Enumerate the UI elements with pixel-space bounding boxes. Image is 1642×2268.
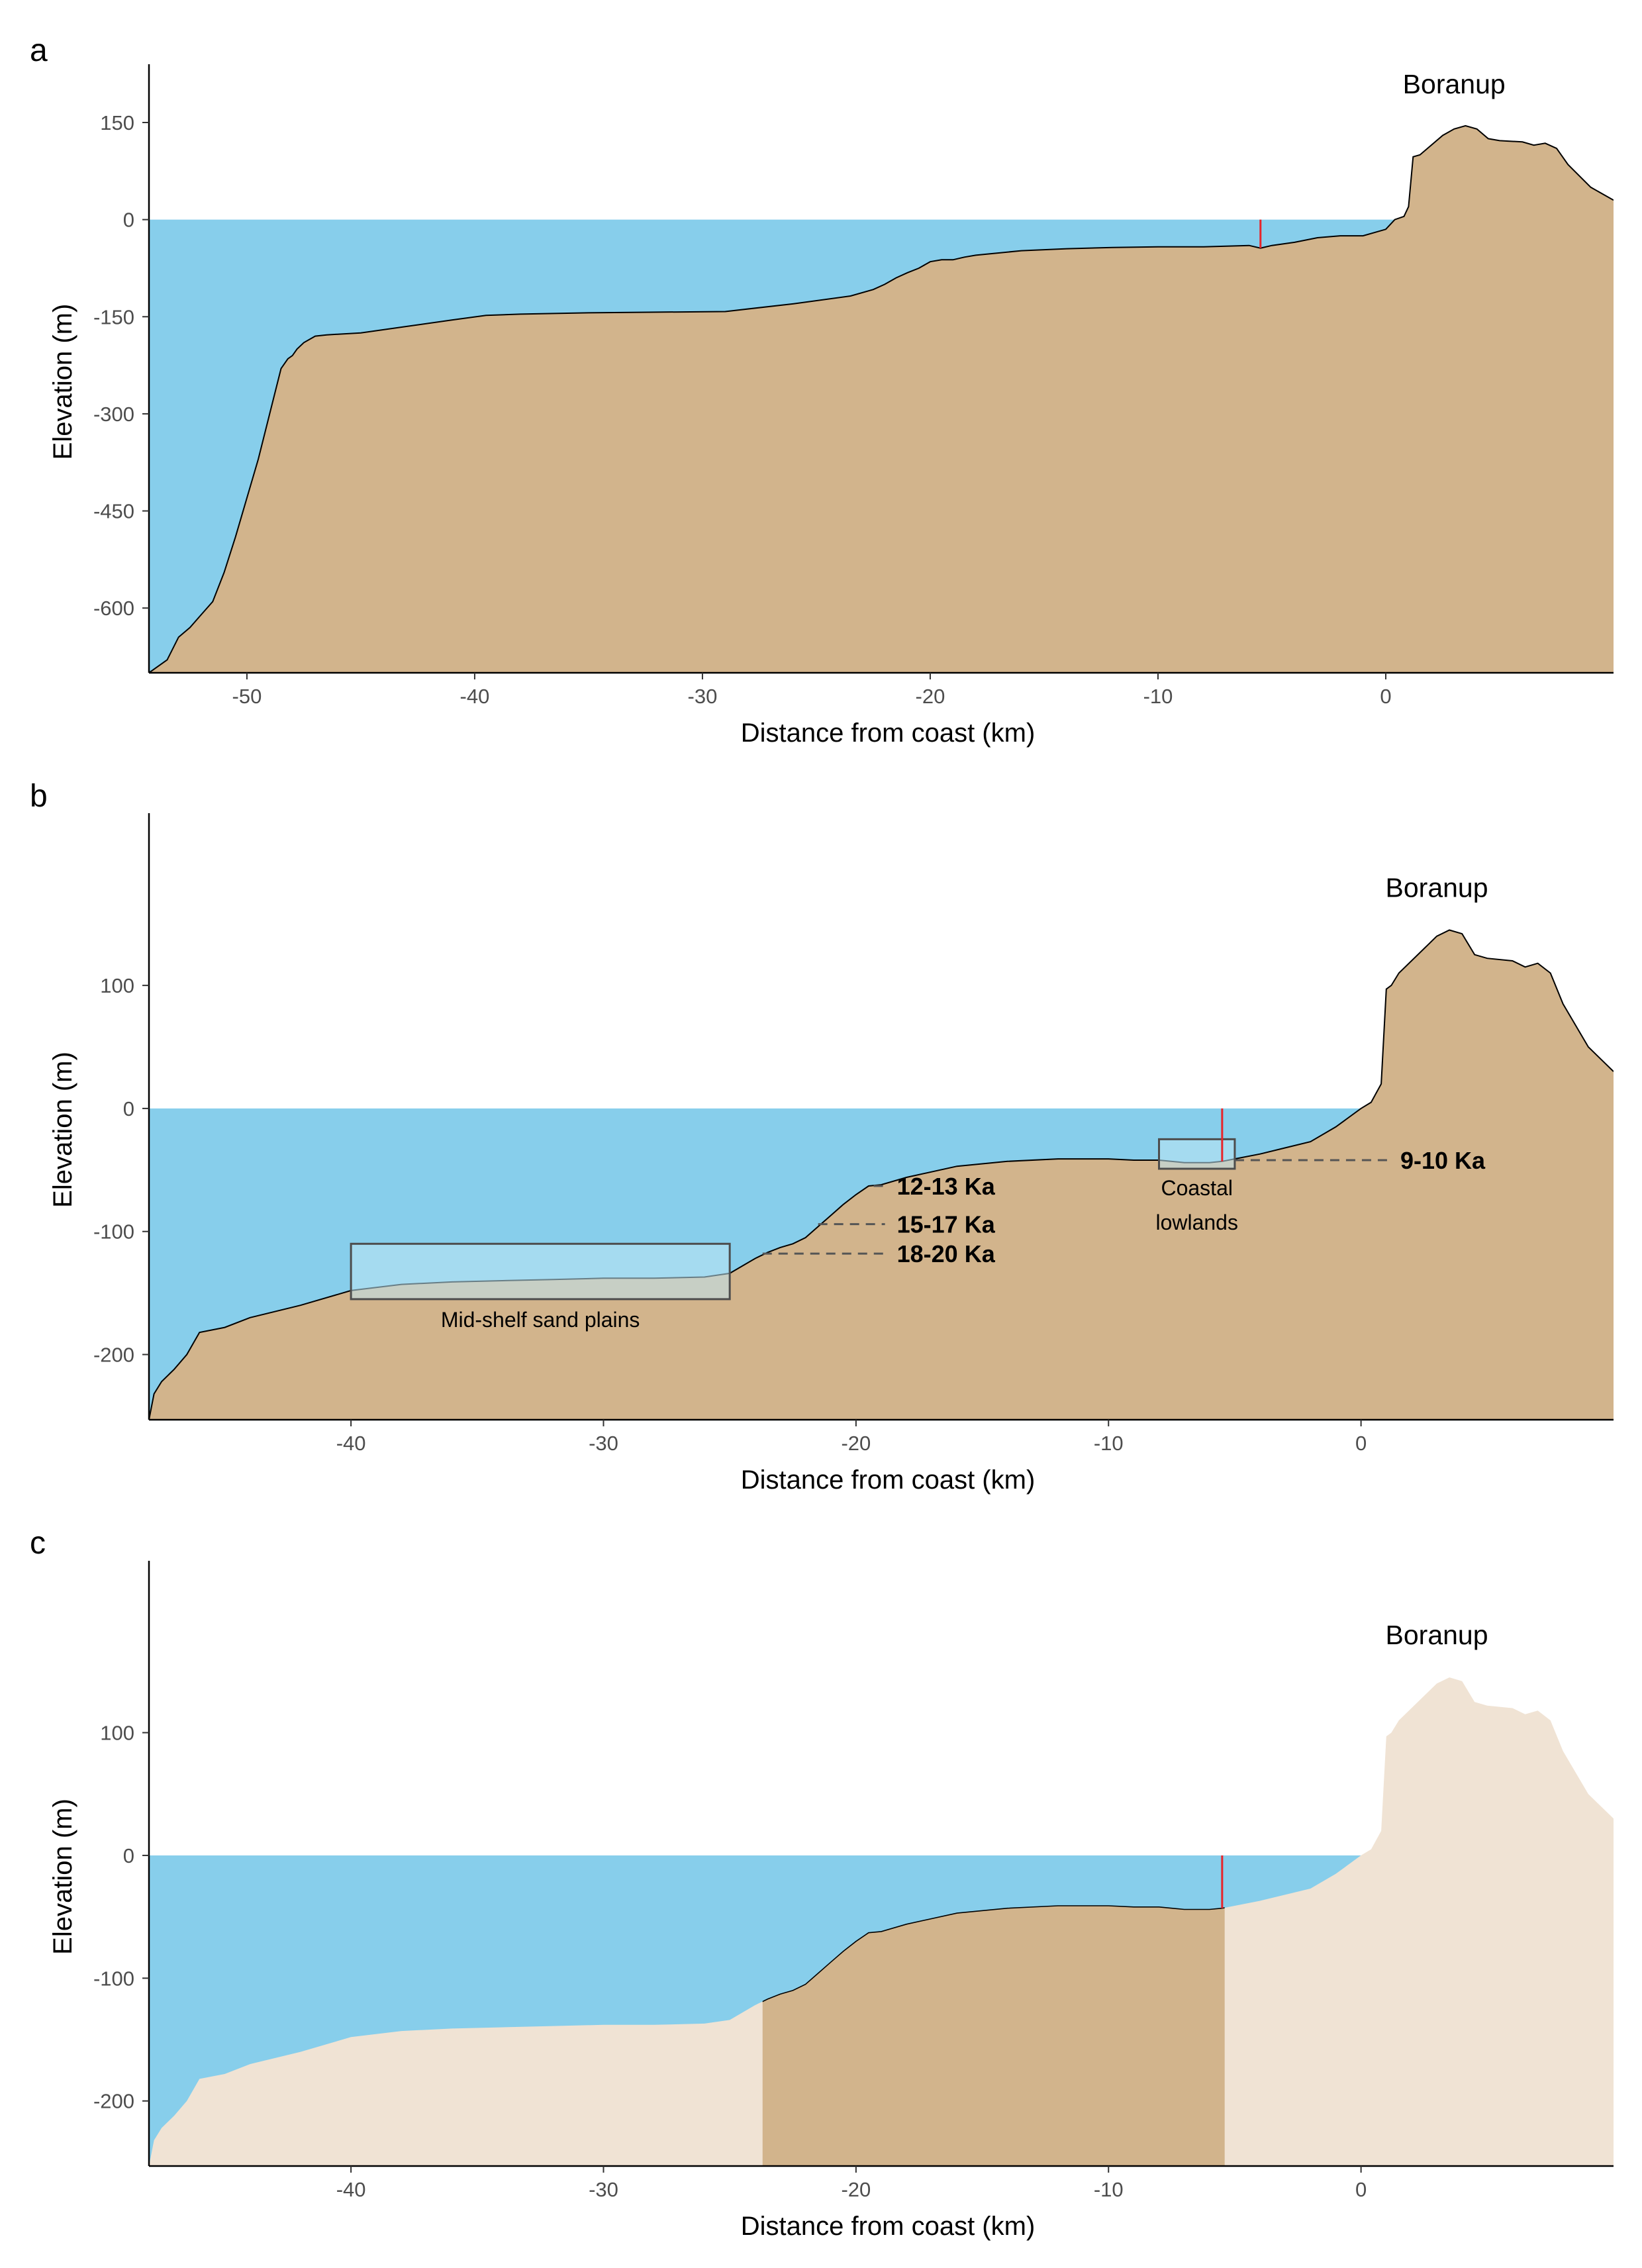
x-tick-label: 0: [1380, 685, 1391, 708]
place-label-boranup: Boranup: [1403, 69, 1506, 99]
x-tick-label: -30: [589, 2178, 618, 2201]
x-tick-label: -40: [336, 1432, 366, 1455]
panel-b: Mid-shelf sand plains Coastal lowlands 12-1…: [30, 779, 1614, 1495]
panel-letter: c: [30, 1526, 46, 1561]
age-label: 12-13 Ka: [897, 1173, 996, 1200]
panel-letter: a: [30, 33, 48, 68]
y-tick-label: -150: [93, 305, 134, 328]
x-tick-label: -10: [1094, 1432, 1124, 1455]
age-label: 15-17 Ka: [897, 1211, 996, 1238]
x-tick-label: -30: [589, 1432, 618, 1455]
x-tick-label: -20: [916, 685, 945, 708]
y-tick-label: 100: [100, 1722, 134, 1745]
x-tick-label: -10: [1094, 2178, 1124, 2201]
region-box-label: Mid-shelf sand plains: [441, 1308, 640, 1332]
terrain-fill: [149, 125, 1614, 673]
x-axis-title: Distance from coast (km): [741, 718, 1036, 748]
y-tick-label: -200: [93, 1344, 134, 1367]
terrain-outline: [149, 124, 1614, 673]
y-tick-label: -200: [93, 2090, 134, 2113]
y-tick-label: 100: [100, 974, 134, 997]
x-tick-label: -20: [841, 1432, 871, 1455]
plot-area: [149, 124, 1614, 673]
x-tick-label: -50: [232, 685, 262, 708]
panel-letter: b: [30, 779, 48, 814]
y-tick-label: -600: [93, 597, 134, 620]
region-box-label: Coastal: [1161, 1176, 1233, 1200]
x-tick-label: -30: [688, 685, 718, 708]
x-tick-label: -20: [841, 2178, 871, 2201]
place-label-boranup: Boranup: [1386, 1620, 1488, 1650]
y-tick-label: 0: [123, 1844, 134, 1867]
y-axis-title: Elevation (m): [48, 304, 77, 460]
plot-area: [149, 1677, 1614, 2166]
y-tick-label: -300: [93, 403, 134, 426]
y-tick-label: 150: [100, 111, 134, 134]
x-tick-label: -10: [1143, 685, 1173, 708]
terrain-fill-faded: [149, 1677, 1614, 2166]
y-tick-label: -100: [93, 1220, 134, 1244]
x-tick-label: -40: [460, 685, 490, 708]
y-tick-label: -100: [93, 1967, 134, 1990]
x-tick-label: 0: [1355, 1432, 1367, 1455]
x-tick-label: -40: [336, 2178, 366, 2201]
panel-a: -50 -40 -30 -20 -10 0 150 0 -150 -300 -450 -600 Dist…: [30, 33, 1614, 748]
x-tick-label: 0: [1355, 2178, 1367, 2201]
y-tick-label: -450: [93, 500, 134, 523]
plot-area: [149, 929, 1614, 1420]
y-axis-title: Elevation (m): [48, 1799, 77, 1955]
y-tick-label: 0: [123, 209, 134, 232]
terrain-fill-highlight: [762, 1906, 1225, 2166]
region-box-label: lowlands: [1155, 1210, 1238, 1234]
x-axis-title: Distance from coast (km): [741, 2212, 1036, 2241]
age-label: 9-10 Ka: [1400, 1147, 1486, 1174]
terrain-outline: [762, 1905, 1225, 2002]
y-axis-title: Elevation (m): [48, 1052, 77, 1208]
x-axis-title: Distance from coast (km): [741, 1465, 1036, 1495]
place-label-boranup: Boranup: [1386, 872, 1488, 903]
age-label: 18-20 Ka: [897, 1240, 996, 1267]
region-box: [1158, 1138, 1236, 1170]
region-box: [350, 1242, 731, 1301]
y-tick-label: 0: [123, 1097, 134, 1120]
